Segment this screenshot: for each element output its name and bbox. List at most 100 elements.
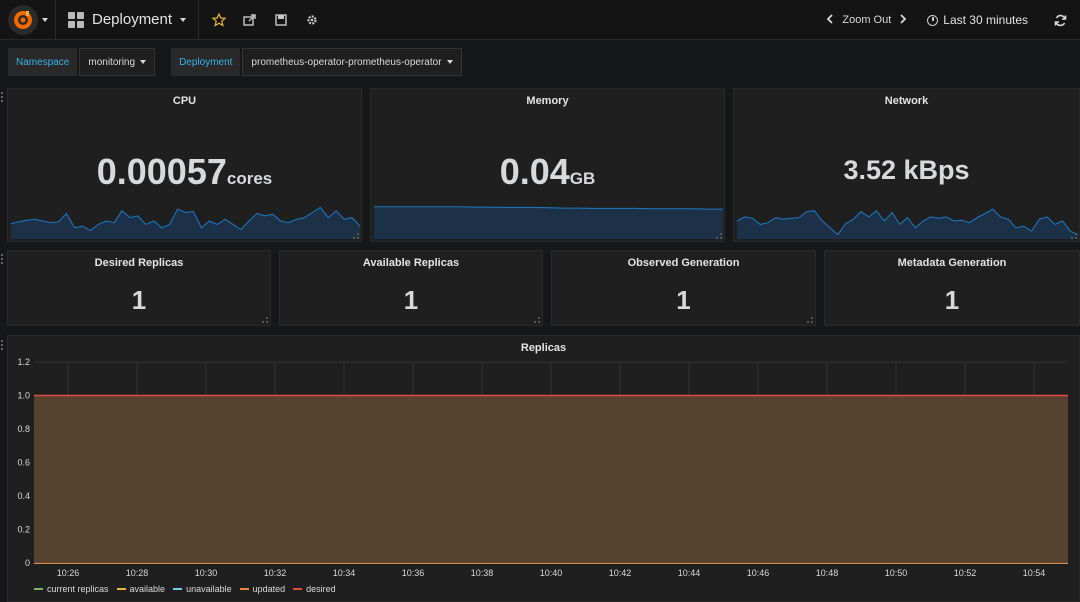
sparkline-area xyxy=(374,206,723,239)
panel-title: Desired Replicas xyxy=(94,257,184,269)
x-tick-label: 10:26 xyxy=(57,568,80,578)
observed-generation-panel[interactable]: Observed Generation 1 xyxy=(551,250,816,326)
legend-swatch xyxy=(293,588,303,590)
y-tick-label: 0.6 xyxy=(17,458,30,468)
sparkline-area xyxy=(737,209,1078,239)
cpu-panel[interactable]: CPU 0.00057cores xyxy=(7,88,362,242)
template-variables: Namespace monitoring Deployment promethe… xyxy=(8,48,462,76)
grafana-logo-icon xyxy=(7,4,38,35)
refresh-icon xyxy=(1054,14,1066,26)
legend-item[interactable]: available xyxy=(116,584,166,594)
x-tick-label: 10:36 xyxy=(402,568,425,578)
panel-title: Observed Generation xyxy=(627,257,740,269)
legend-swatch xyxy=(34,588,43,590)
available-replicas-value: 1 xyxy=(403,285,419,315)
deployment-variable-value: prometheus-operator-prometheus-operator xyxy=(251,56,442,68)
legend-item[interactable]: desired xyxy=(293,584,336,594)
replicas-graph-panel[interactable]: Replicas 0 0.2 0.4 0.6 0.8 1.0 1.2 10:26 10:28 10… xyxy=(7,335,1080,602)
panel-title: CPU xyxy=(172,95,197,107)
desired-replicas-panel[interactable]: Desired Replicas 1 xyxy=(7,250,271,326)
chevron-down-icon xyxy=(140,60,147,64)
refresh-button[interactable] xyxy=(1040,0,1080,40)
grafana-menu-button[interactable] xyxy=(0,0,56,40)
legend-swatch xyxy=(239,588,249,590)
dashboard-picker[interactable]: Deployment xyxy=(56,0,200,40)
sparkline-area xyxy=(11,207,360,239)
legend-item[interactable]: current replicas xyxy=(34,584,109,594)
legend-label: unavailable xyxy=(186,584,232,594)
panel-title: Memory xyxy=(526,95,569,107)
namespace-variable-label: Namespace xyxy=(8,48,78,76)
deployment-variable-label: Deployment xyxy=(171,48,241,76)
observed-generation-value: 1 xyxy=(676,285,691,315)
x-tick-label: 10:32 xyxy=(264,568,287,578)
chevron-right-icon[interactable] xyxy=(899,13,907,27)
x-tick-label: 10:50 xyxy=(885,568,908,578)
panel-title: Available Replicas xyxy=(362,257,460,269)
legend-label: available xyxy=(129,584,166,594)
resize-handle[interactable] xyxy=(1071,233,1077,239)
x-tick-label: 10:44 xyxy=(678,568,701,578)
x-tick-label: 10:52 xyxy=(954,568,977,578)
zoom-out-button[interactable]: Zoom Out xyxy=(842,14,892,26)
legend-label: desired xyxy=(306,584,336,594)
resize-handle[interactable] xyxy=(262,317,268,323)
x-tick-label: 10:34 xyxy=(333,568,356,578)
chevron-down-icon xyxy=(446,60,453,64)
y-tick-label: 1.0 xyxy=(17,391,30,401)
legend-item[interactable]: unavailable xyxy=(173,584,232,594)
chevron-left-icon[interactable] xyxy=(826,13,834,27)
network-panel[interactable]: Network 3.52 kBps xyxy=(733,88,1080,242)
gear-icon[interactable] xyxy=(296,0,327,40)
time-range-label: Last 30 minutes xyxy=(943,13,1028,27)
available-replicas-panel[interactable]: Available Replicas 1 xyxy=(279,250,543,326)
sparkline-line xyxy=(737,208,1078,236)
x-tick-label: 10:54 xyxy=(1023,568,1046,578)
network-value: 3.52 kBps xyxy=(843,155,970,185)
legend-swatch xyxy=(116,588,126,590)
sparkline-line xyxy=(11,206,360,232)
x-tick-label: 10:42 xyxy=(609,568,632,578)
series-area-desired xyxy=(34,395,1068,563)
memory-sparkline xyxy=(374,206,723,239)
resize-handle[interactable] xyxy=(534,317,540,323)
metadata-generation-value: 1 xyxy=(944,285,960,315)
resize-handle[interactable] xyxy=(716,233,722,239)
top-navbar: Deployment Zoom Out Last 30 minutes xyxy=(0,0,1080,40)
resize-handle[interactable] xyxy=(807,317,813,323)
panel-title: Network xyxy=(884,95,929,107)
network-sparkline xyxy=(737,208,1078,239)
row-drag-handle[interactable] xyxy=(1,92,4,102)
memory-value: 0.04 xyxy=(499,151,570,192)
time-range-picker[interactable]: Last 30 minutes xyxy=(919,13,1040,27)
deployment-variable-select[interactable]: prometheus-operator-prometheus-operator xyxy=(242,48,462,76)
y-tick-label: 0 xyxy=(25,558,30,568)
chart-legend: current replicas available unavailable upda… xyxy=(34,584,336,594)
replicas-chart: 0 0.2 0.4 0.6 0.8 1.0 1.2 10:26 10:28 10:30 10:32 1… xyxy=(17,357,1068,578)
star-icon[interactable] xyxy=(203,0,234,40)
clock-icon xyxy=(927,14,939,26)
save-icon[interactable] xyxy=(265,0,296,40)
chevron-down-icon xyxy=(180,17,187,22)
panel-title: Replicas xyxy=(520,342,567,354)
cpu-unit: cores xyxy=(226,169,273,188)
desired-replicas-value: 1 xyxy=(131,285,147,315)
y-tick-label: 0.2 xyxy=(17,525,30,535)
namespace-variable-select[interactable]: monitoring xyxy=(79,48,156,76)
y-tick-label: 0.8 xyxy=(17,424,30,434)
memory-panel[interactable]: Memory 0.04GB xyxy=(370,88,725,242)
share-icon[interactable] xyxy=(234,0,265,40)
row-drag-handle[interactable] xyxy=(1,254,4,264)
x-tick-label: 10:30 xyxy=(195,568,218,578)
x-tick-label: 10:40 xyxy=(540,568,563,578)
metadata-generation-panel[interactable]: Metadata Generation 1 xyxy=(824,250,1080,326)
y-tick-label: 0.4 xyxy=(17,491,30,501)
panel-title: Metadata Generation xyxy=(897,257,1007,269)
legend-swatch xyxy=(173,588,183,590)
dashboard-grid-icon xyxy=(68,11,84,28)
legend-item[interactable]: updated xyxy=(239,584,285,594)
namespace-variable-value: monitoring xyxy=(88,56,136,68)
y-tick-label: 1.2 xyxy=(17,357,30,367)
row-drag-handle[interactable] xyxy=(1,340,4,350)
resize-handle[interactable] xyxy=(353,233,359,239)
